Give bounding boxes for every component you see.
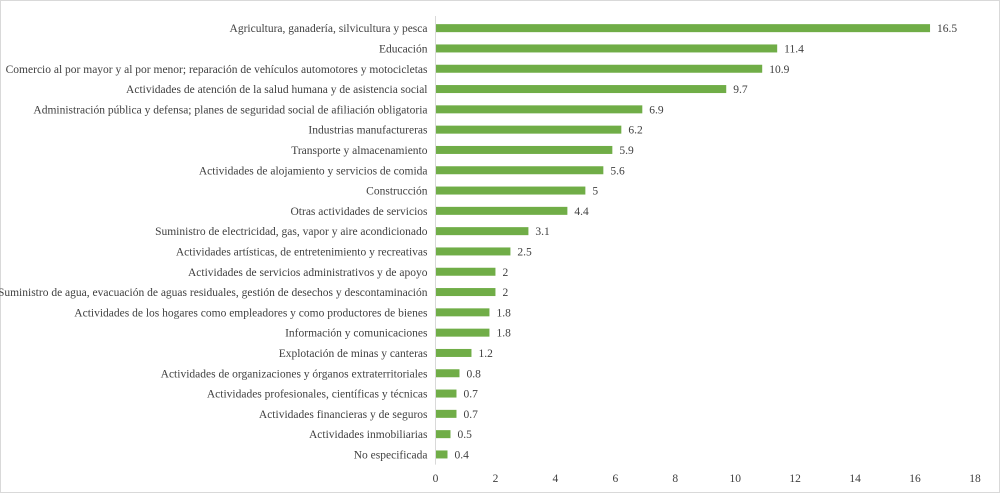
category-label: Suministro de agua, evacuación de aguas … — [0, 287, 428, 299]
data-label: 2 — [502, 267, 508, 279]
category-label: Agricultura, ganadería, silvicultura y p… — [230, 23, 428, 35]
category-label: Suministro de electricidad, gas, vapor y… — [155, 226, 428, 238]
bar — [435, 308, 490, 317]
data-label: 1.2 — [478, 348, 493, 360]
x-tick-label: 18 — [969, 473, 981, 485]
category-label: Administración pública y defensa; planes… — [33, 104, 427, 116]
data-label: 6.2 — [628, 125, 643, 137]
x-tick-label: 16 — [909, 473, 921, 485]
category-label: Construcción — [366, 186, 428, 198]
bar — [435, 430, 451, 439]
category-label: Actividades financieras y de seguros — [259, 409, 428, 421]
x-tick-label: 4 — [553, 473, 559, 485]
category-label: Actividades profesionales, científicas y… — [207, 389, 428, 401]
category-label: Actividades de los hogares como empleado… — [74, 307, 428, 319]
category-label: Explotación de minas y canteras — [279, 348, 428, 360]
bar — [435, 348, 472, 357]
bar — [435, 389, 457, 398]
bar — [435, 166, 604, 175]
category-label: Actividades de alojamiento y servicios d… — [199, 165, 428, 177]
category-label: Comercio al por mayor y al por menor; re… — [6, 64, 428, 76]
bar — [435, 44, 778, 53]
data-label: 10.9 — [769, 64, 789, 76]
bar — [435, 64, 763, 73]
x-tick-label: 6 — [612, 473, 618, 485]
data-label: 0.7 — [463, 409, 478, 421]
bar — [435, 125, 622, 134]
bar — [435, 288, 496, 297]
category-label: Actividades de organizaciones y órganos … — [161, 368, 428, 380]
data-label: 2 — [502, 287, 508, 299]
bars-group — [435, 24, 931, 459]
bar — [435, 328, 490, 337]
x-axis-ticks: 0 2 4 6 8 10 12 14 16 18 — [433, 473, 981, 485]
category-label: Educación — [379, 43, 428, 55]
x-tick-label: 8 — [672, 473, 678, 485]
x-tick-label: 10 — [729, 473, 741, 485]
x-tick-label: 2 — [493, 473, 499, 485]
data-label: 5.6 — [610, 165, 625, 177]
bar — [435, 369, 460, 378]
bar — [435, 186, 586, 195]
data-label: 0.7 — [463, 389, 478, 401]
bar — [435, 206, 568, 215]
bar — [435, 227, 529, 236]
bar — [435, 409, 457, 418]
bar — [435, 267, 496, 276]
data-label: 5.9 — [619, 145, 634, 157]
category-label: No especificada — [354, 449, 428, 461]
bar — [435, 105, 643, 114]
bar — [435, 247, 511, 256]
data-label: 0.8 — [466, 368, 481, 380]
category-label: Actividades inmobiliarias — [309, 429, 428, 441]
data-label: 1.8 — [496, 307, 511, 319]
data-label: 4.4 — [574, 206, 589, 218]
data-label: 11.4 — [784, 43, 804, 55]
bar — [435, 24, 931, 33]
category-label: Industrias manufactureras — [308, 125, 428, 137]
category-labels: Agricultura, ganadería, silvicultura y p… — [0, 23, 428, 461]
category-label: Actividades de atención de la salud huma… — [126, 84, 427, 96]
category-label: Actividades de servicios administrativos… — [188, 267, 428, 279]
bar — [435, 145, 613, 154]
category-label: Información y comunicaciones — [285, 328, 428, 340]
data-label: 5 — [592, 186, 598, 198]
x-tick-label: 14 — [849, 473, 861, 485]
x-tick-label: 12 — [789, 473, 801, 485]
category-label: Actividades artísticas, de entretenimien… — [176, 246, 428, 258]
value-labels: 16.5 11.4 10.9 9.7 6.9 6.2 5.9 5.6 54.4 3.12.5 2 2 1… — [454, 23, 957, 461]
bar — [435, 450, 448, 459]
bar — [435, 85, 727, 94]
data-label: 3.1 — [535, 226, 550, 238]
category-label: Otras actividades de servicios — [291, 206, 429, 218]
data-label: 2.5 — [517, 246, 532, 258]
category-label: Transporte y almacenamiento — [291, 145, 428, 157]
data-label: 0.5 — [457, 429, 472, 441]
data-label: 6.9 — [649, 104, 664, 116]
data-label: 16.5 — [937, 23, 957, 35]
data-label: 1.8 — [496, 328, 511, 340]
data-label: 0.4 — [454, 449, 469, 461]
x-tick-label: 0 — [433, 473, 439, 485]
data-label: 9.7 — [733, 84, 748, 96]
